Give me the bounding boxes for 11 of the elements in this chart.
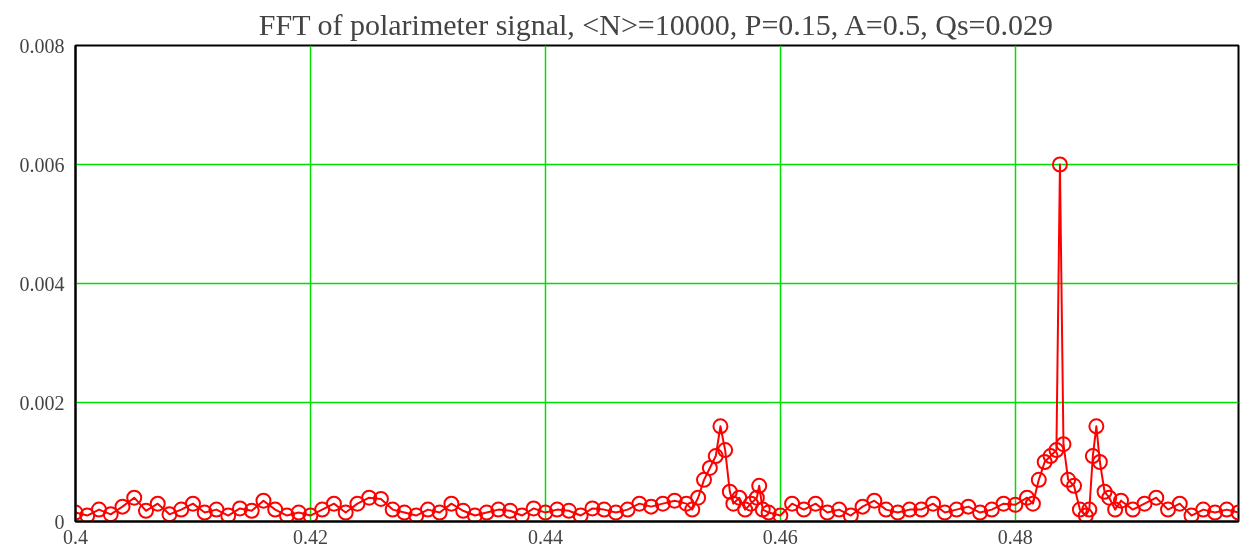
y-tick-label: 0.006: [19, 153, 65, 176]
y-tick-label: 0.002: [19, 391, 65, 414]
x-tick-label: 0.48: [997, 525, 1033, 548]
chart-title: FFT of polarimeter signal, <N>=10000, P=0.15, A=0.5, Qs=0.029: [258, 7, 1054, 41]
y-tick-label: 0.004: [19, 272, 65, 295]
y-tick-label: 0: [54, 510, 65, 533]
y-tick-label: 0.008: [19, 34, 65, 57]
x-tick-label: 0.42: [292, 525, 328, 548]
x-tick-label: 0.44: [527, 525, 563, 548]
x-tick-label: 0.4: [63, 525, 88, 548]
x-tick-label: 0.46: [762, 525, 798, 548]
